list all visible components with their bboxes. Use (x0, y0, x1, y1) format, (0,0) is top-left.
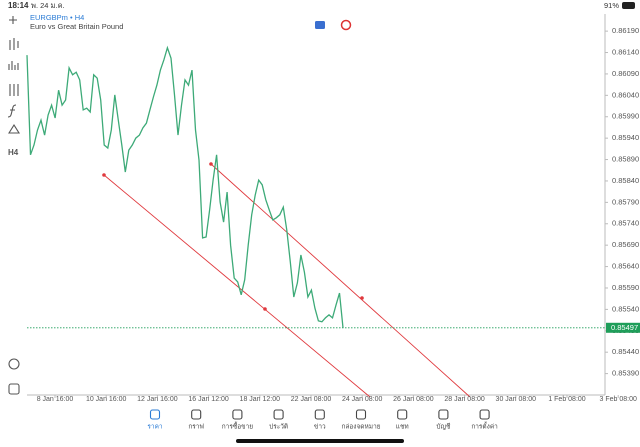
x-tick-label: 26 Jan 08:00 (393, 396, 434, 403)
crosshair-icon[interactable] (9, 16, 17, 24)
y-tick-label: 0.85990 (612, 112, 639, 121)
trendline[interactable] (210, 163, 471, 398)
x-tick-label: 12 Jan 16:00 (137, 396, 178, 403)
y-tick-label: 0.86040 (612, 90, 639, 99)
y-tick-label: 0.85690 (612, 240, 639, 249)
last-price-box (606, 322, 640, 333)
objects-icon[interactable] (8, 123, 20, 134)
x-tick-label: 16 Jan 12:00 (188, 396, 229, 403)
nav-icon[interactable] (314, 409, 325, 420)
candles-icon[interactable] (9, 38, 19, 50)
y-tick-label: 0.86090 (612, 69, 639, 78)
x-tick-label: 28 Jan 08:00 (444, 396, 485, 403)
nav-label[interactable]: แชท (396, 424, 409, 431)
app-icon[interactable] (8, 383, 20, 395)
nav-label[interactable]: การตั้งค่า (471, 422, 498, 431)
nav-icon[interactable] (273, 409, 284, 420)
battery-icon (622, 2, 635, 9)
price-line (26, 45, 344, 328)
flag-icon (340, 19, 352, 31)
toolbar (7, 16, 20, 395)
nav-label[interactable]: การซื้อขาย (222, 422, 253, 431)
x-tick-label: 24 Jan 08:00 (342, 396, 383, 403)
nav-label[interactable]: กล่องจดหมาย (341, 424, 380, 431)
nav-icon[interactable] (149, 409, 161, 420)
trendline-point[interactable] (209, 162, 213, 166)
nav-label[interactable]: บัญชี (436, 423, 451, 431)
y-tick-label: 0.85890 (612, 155, 639, 164)
nav-label[interactable]: กราฟ (188, 424, 204, 431)
nav-icon[interactable] (438, 409, 449, 420)
trendline-point[interactable] (263, 307, 267, 311)
trendline-point[interactable] (360, 296, 364, 300)
y-tick-label: 0.86190 (612, 26, 639, 35)
trendline-point[interactable] (102, 173, 106, 177)
y-tick-label: 0.85740 (612, 219, 639, 228)
nav-label[interactable]: ข่าว (314, 424, 326, 431)
trendline[interactable] (103, 174, 371, 398)
y-tick-label: 0.85640 (612, 262, 639, 271)
x-tick-label: 8 Jan 16:00 (37, 396, 74, 403)
flag-icon (315, 21, 325, 29)
timeframe-icon[interactable]: H4 (8, 148, 19, 157)
indicators-icon[interactable] (9, 84, 19, 96)
nav-icon[interactable] (355, 409, 367, 420)
x-tick-label: 30 Jan 08:00 (496, 396, 537, 403)
y-tick-label: 0.85790 (612, 197, 639, 206)
symbol[interactable]: EURGBPm • H4 (30, 13, 84, 22)
description: Euro vs Great Britain Pound (30, 22, 123, 31)
home-indicator (236, 439, 404, 443)
x-tick-label: 22 Jan 08:00 (291, 396, 332, 403)
trendlines (102, 162, 471, 398)
nav-label[interactable]: ประวัติ (269, 423, 288, 431)
y-tick-label: 0.85440 (612, 347, 639, 356)
status-date: พ. 24 ม.ค. (31, 1, 65, 10)
x-tick-label: 18 Jan 12:00 (240, 396, 281, 403)
x-tick-label: 1 Feb 08:00 (548, 396, 585, 403)
nav-icon[interactable] (479, 409, 490, 420)
nav-icon[interactable] (397, 409, 408, 420)
nav-label[interactable]: ราคา (147, 424, 162, 431)
function-icon[interactable] (7, 104, 17, 118)
nav-icon[interactable] (232, 409, 243, 420)
status-battery: 91% (604, 1, 619, 10)
nav-icon[interactable] (191, 409, 202, 420)
last-price-label: 0.85497 (611, 323, 638, 332)
y-tick-label: 0.85940 (612, 133, 639, 142)
x-tick-label: 10 Jan 16:00 (86, 396, 127, 403)
y-tick-label: 0.86140 (612, 48, 639, 57)
bars-icon[interactable] (8, 61, 19, 70)
speed-icon[interactable] (8, 358, 20, 370)
x-tick-label: 3 Feb 08:00 (600, 396, 637, 403)
y-tick-label: 0.85390 (612, 369, 639, 378)
y-tick-label: 0.85590 (612, 283, 639, 292)
y-tick-label: 0.85540 (612, 304, 639, 313)
y-tick-label: 0.85840 (612, 176, 639, 185)
status-time: 18:14 (8, 1, 29, 10)
